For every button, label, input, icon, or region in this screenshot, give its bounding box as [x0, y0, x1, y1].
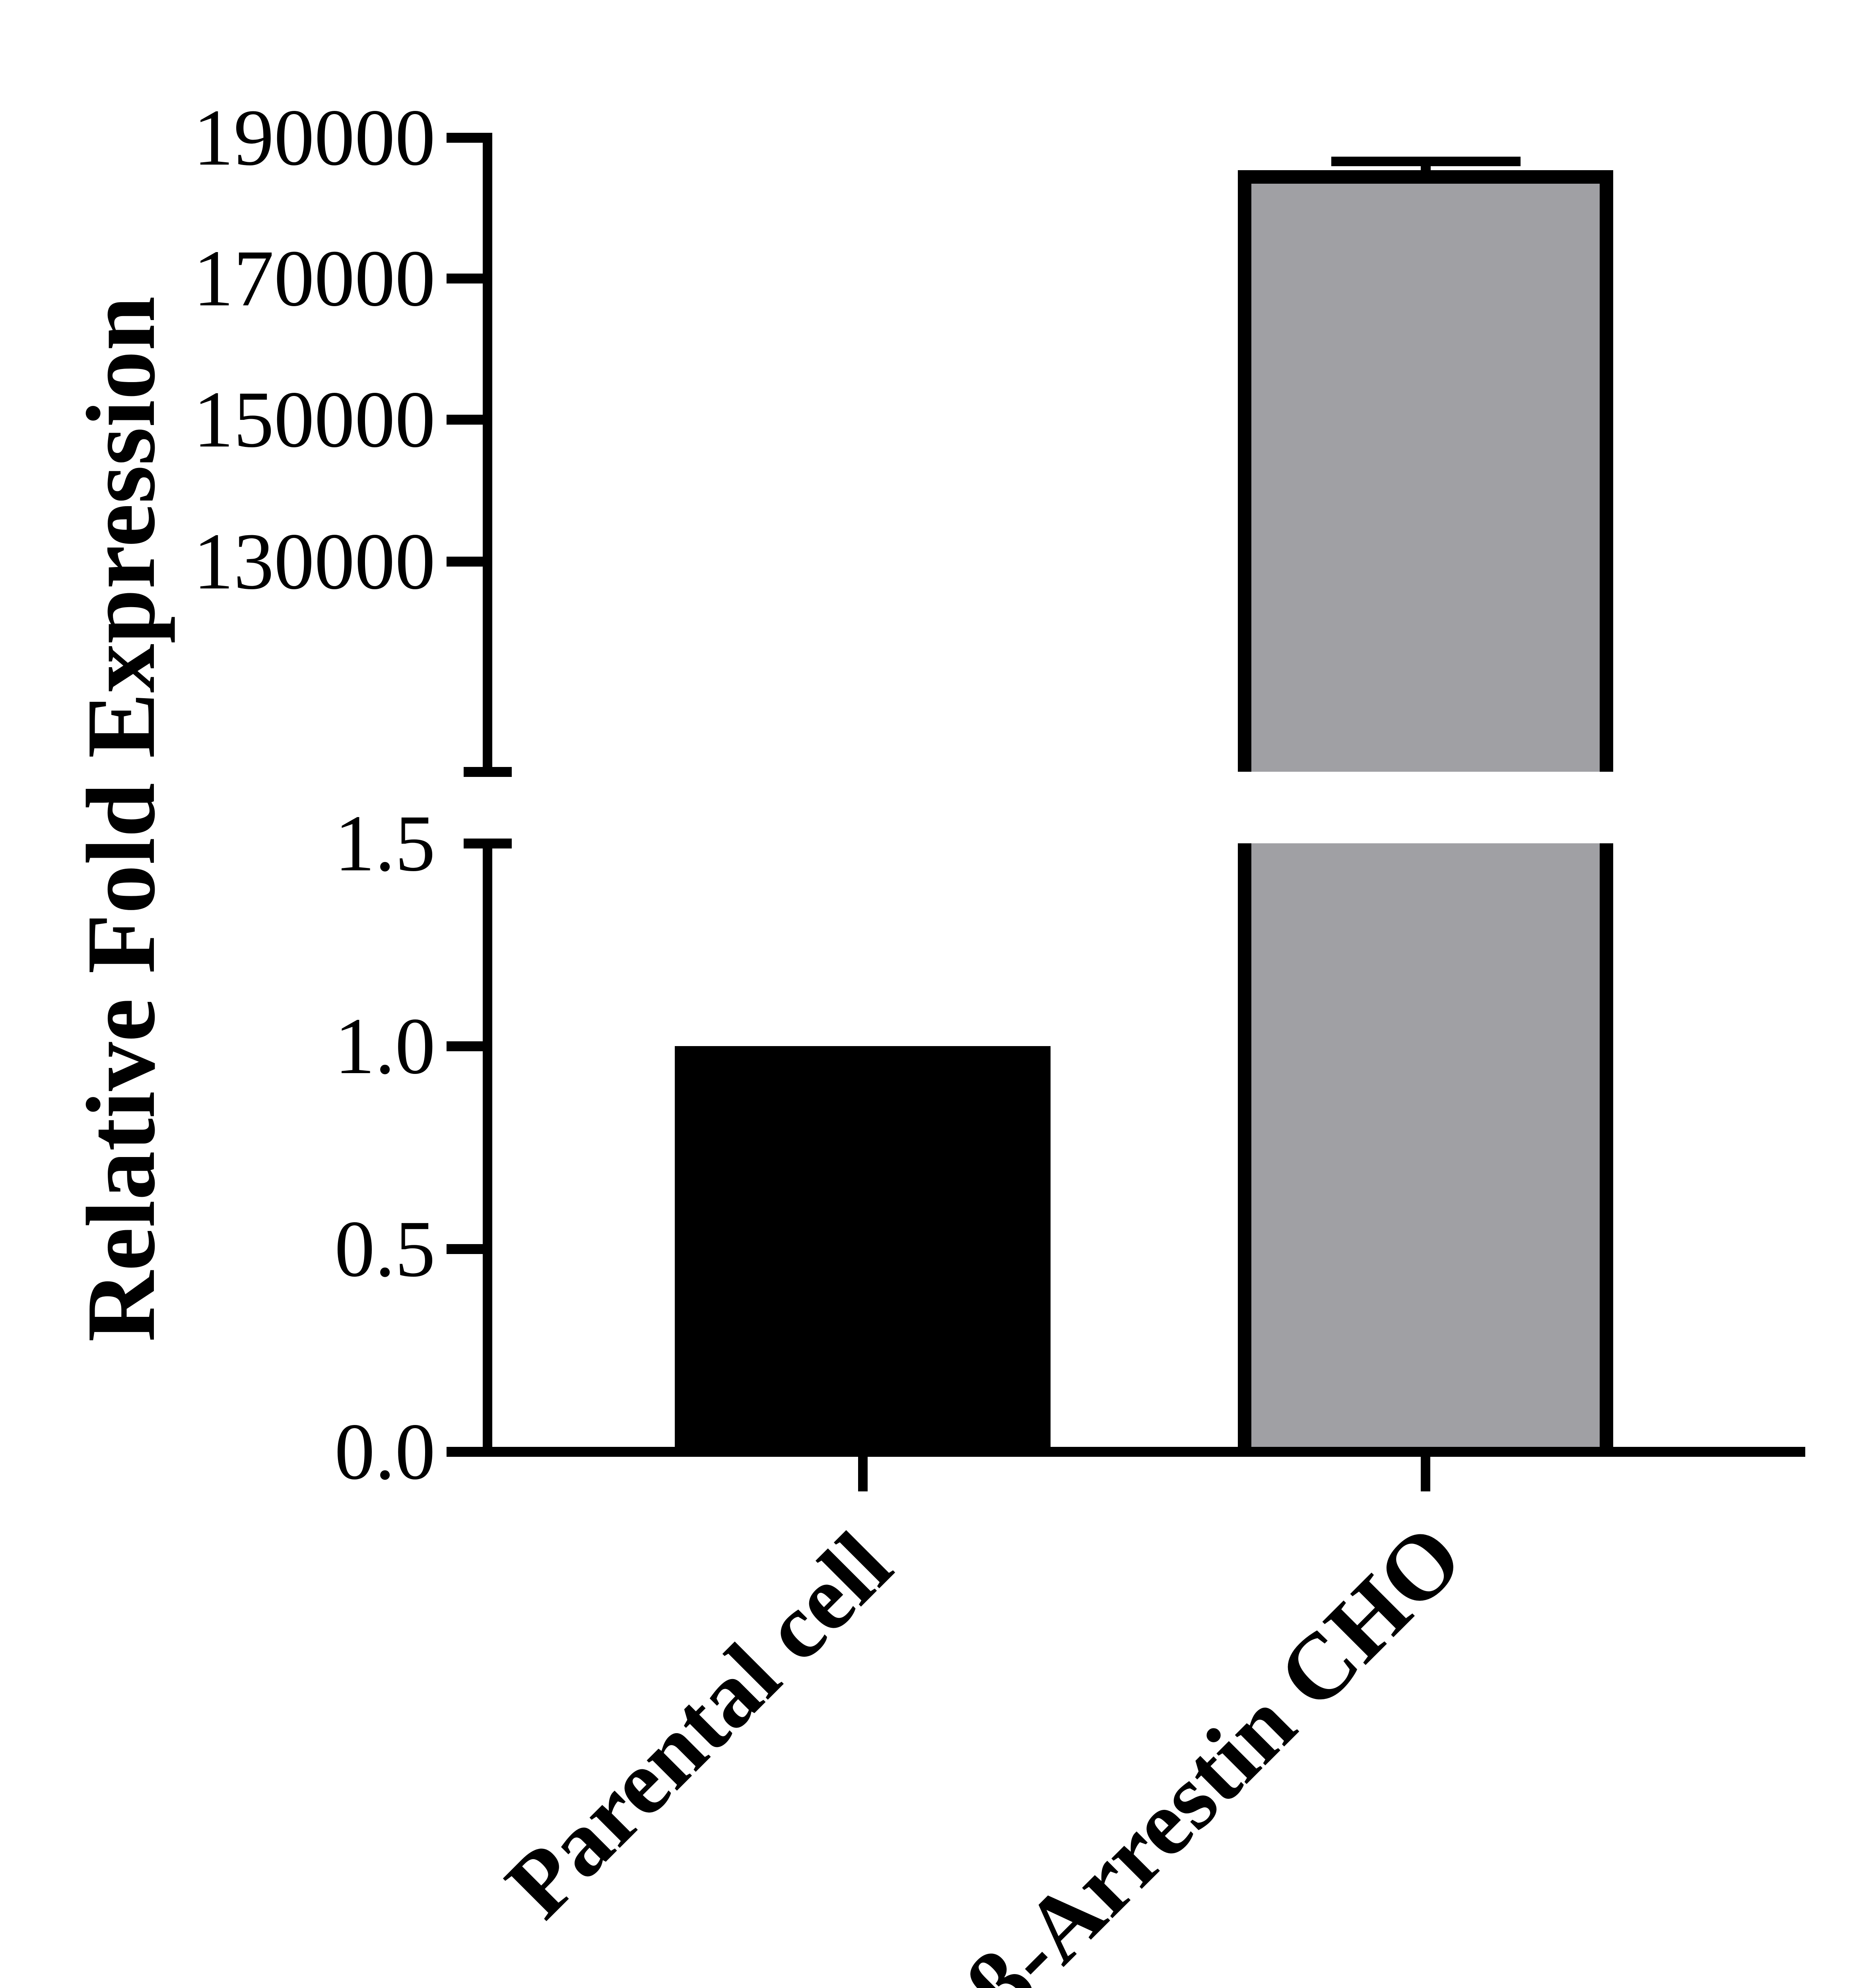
- svg-text:170000: 170000: [193, 233, 435, 323]
- svg-text:130000: 130000: [193, 516, 435, 606]
- svg-text:0.0: 0.0: [334, 1407, 435, 1496]
- svg-text:1.0: 1.0: [334, 1001, 435, 1091]
- svg-text:Relative Fold Expression: Relative Fold Expression: [67, 296, 175, 1342]
- svg-text:1.5: 1.5: [334, 798, 435, 888]
- svg-text:190000: 190000: [193, 93, 435, 182]
- svg-text:150000: 150000: [193, 375, 435, 464]
- svg-text:0.5: 0.5: [334, 1204, 435, 1293]
